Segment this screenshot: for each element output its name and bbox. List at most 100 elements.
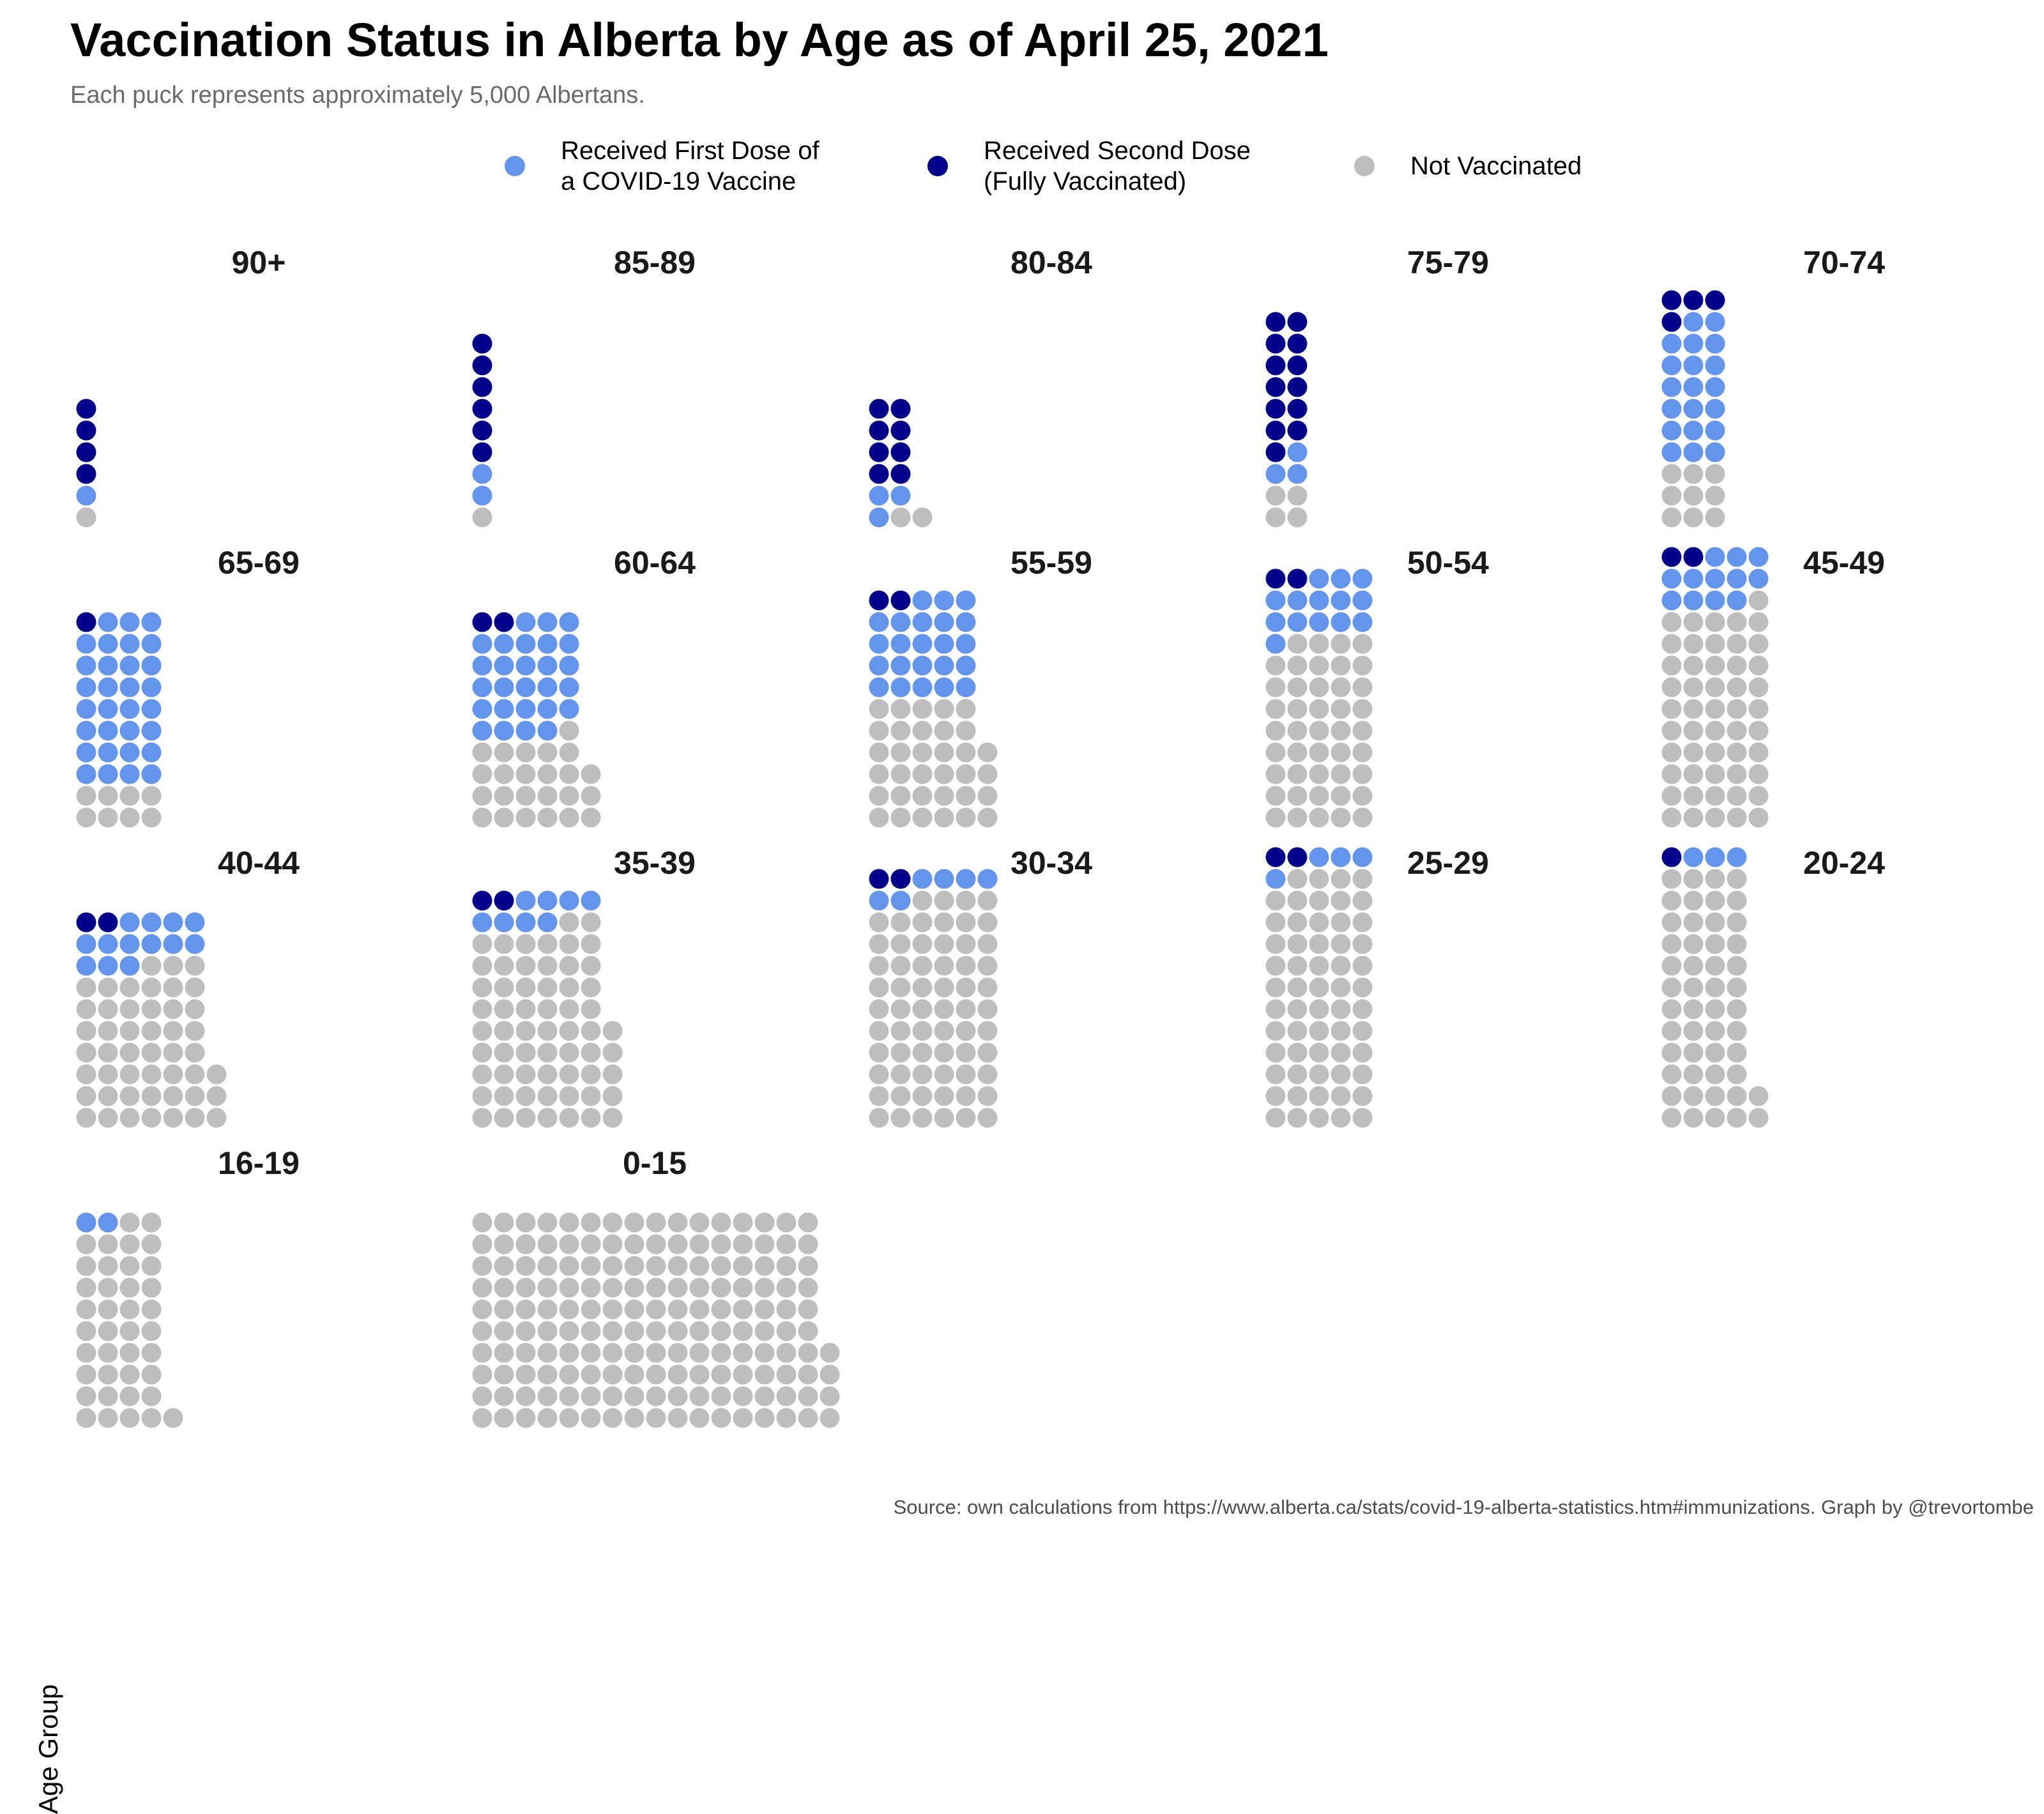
panel-16-19: 16-19: [76, 1145, 300, 1428]
puck-not-vaccinated: [1748, 742, 1769, 763]
puck-not-vaccinated: [1309, 956, 1329, 976]
puck-not-vaccinated: [185, 1108, 205, 1128]
puck-first-dose: [1683, 377, 1704, 397]
puck-not-vaccinated: [977, 1042, 998, 1063]
puck-not-vaccinated: [733, 1408, 753, 1428]
puck-not-vaccinated: [559, 999, 579, 1019]
puck-not-vaccinated: [141, 999, 162, 1019]
puck-not-vaccinated: [537, 934, 558, 954]
puck-first-dose: [869, 612, 889, 632]
puck-not-vaccinated: [934, 956, 954, 976]
puck-not-vaccinated: [537, 1021, 558, 1041]
puck-not-vaccinated: [646, 1212, 666, 1233]
puck-not-vaccinated: [1727, 1108, 1747, 1128]
puck-not-vaccinated: [559, 934, 579, 954]
puck-not-vaccinated: [869, 720, 889, 741]
puck-first-dose: [472, 912, 492, 933]
puck-not-vaccinated: [1661, 699, 1682, 719]
puck-not-vaccinated: [890, 699, 911, 719]
puck-first-dose: [515, 720, 536, 741]
puck-not-vaccinated: [185, 956, 205, 976]
puck-not-vaccinated: [869, 999, 889, 1019]
puck-not-vaccinated: [141, 1299, 162, 1320]
puck-not-vaccinated: [163, 1408, 183, 1428]
puck-first-dose: [1683, 399, 1704, 419]
puck-not-vaccinated: [624, 1234, 644, 1254]
puck-not-vaccinated: [1683, 742, 1704, 763]
puck-not-vaccinated: [798, 1364, 818, 1385]
puck-first-dose: [1705, 312, 1725, 332]
puck-not-vaccinated: [1683, 912, 1704, 933]
puck-not-vaccinated: [537, 1386, 558, 1406]
puck-not-vaccinated: [667, 1212, 688, 1233]
puck-not-vaccinated: [1705, 786, 1725, 806]
puck-not-vaccinated: [798, 1277, 818, 1298]
puck-first-dose: [956, 590, 976, 611]
puck-not-vaccinated: [581, 977, 601, 998]
puck-not-vaccinated: [76, 1277, 96, 1298]
puck-not-vaccinated: [581, 1042, 601, 1063]
puck-first-dose: [1265, 464, 1286, 484]
puck-not-vaccinated: [581, 1256, 601, 1276]
puck-not-vaccinated: [185, 977, 205, 998]
puck-not-vaccinated: [646, 1256, 666, 1276]
puck-not-vaccinated: [1683, 507, 1704, 528]
puck-not-vaccinated: [76, 1364, 96, 1385]
puck-not-vaccinated: [559, 912, 579, 933]
puck-not-vaccinated: [515, 1086, 536, 1106]
puck-first-dose: [163, 934, 183, 954]
puck-not-vaccinated: [76, 1021, 96, 1041]
puck-not-vaccinated: [667, 1386, 688, 1406]
puck-not-vaccinated: [76, 1343, 96, 1363]
puck-first-dose: [1705, 568, 1725, 589]
puck-not-vaccinated: [1748, 764, 1769, 784]
puck-not-vaccinated: [624, 1299, 644, 1320]
puck-not-vaccinated: [869, 956, 889, 976]
puck-not-vaccinated: [537, 764, 558, 784]
puck-not-vaccinated: [1287, 807, 1308, 828]
puck-not-vaccinated: [1748, 634, 1769, 654]
puck-not-vaccinated: [1352, 869, 1373, 889]
puck-not-vaccinated: [602, 1234, 623, 1254]
puck-not-vaccinated: [934, 1021, 954, 1041]
puck-not-vaccinated: [1683, 634, 1704, 654]
puck-not-vaccinated: [472, 999, 492, 1019]
puck-not-vaccinated: [472, 1064, 492, 1085]
puck-not-vaccinated: [1661, 1086, 1682, 1106]
puck-first-dose: [977, 869, 998, 889]
puck-not-vaccinated: [912, 956, 933, 976]
puck-not-vaccinated: [559, 1299, 579, 1320]
puck-not-vaccinated: [537, 1408, 558, 1428]
puck-first-dose: [869, 677, 889, 697]
puck-not-vaccinated: [472, 1086, 492, 1106]
puck-not-vaccinated: [76, 1086, 96, 1106]
puck-second-dose: [869, 869, 889, 889]
panel-30-34: 30-34: [869, 845, 1092, 1128]
puck-not-vaccinated: [76, 1108, 96, 1128]
puck-not-vaccinated: [163, 1021, 183, 1041]
puck-first-dose: [76, 742, 96, 763]
puck-not-vaccinated: [494, 1386, 514, 1406]
puck-not-vaccinated: [76, 1256, 96, 1276]
puck-first-dose: [1705, 355, 1725, 376]
puck-not-vaccinated: [1683, 1021, 1704, 1041]
puck-not-vaccinated: [1661, 742, 1682, 763]
puck-second-dose: [76, 399, 96, 419]
puck-not-vaccinated: [602, 1343, 623, 1363]
puck-first-dose: [76, 677, 96, 697]
puck-not-vaccinated: [646, 1386, 666, 1406]
puck-not-vaccinated: [711, 1343, 731, 1363]
panel-label: 0-15: [623, 1145, 687, 1181]
puck-second-dose: [869, 442, 889, 462]
puck-not-vaccinated: [869, 1064, 889, 1085]
puck-not-vaccinated: [1705, 612, 1725, 632]
puck-first-dose: [1331, 590, 1351, 611]
puck-not-vaccinated: [1352, 742, 1373, 763]
puck-not-vaccinated: [1265, 786, 1286, 806]
puck-first-dose: [537, 634, 558, 654]
puck-first-dose: [76, 634, 96, 654]
puck-first-dose: [76, 1212, 96, 1233]
puck-not-vaccinated: [977, 1064, 998, 1085]
puck-not-vaccinated: [798, 1321, 818, 1341]
puck-second-dose: [472, 355, 492, 376]
